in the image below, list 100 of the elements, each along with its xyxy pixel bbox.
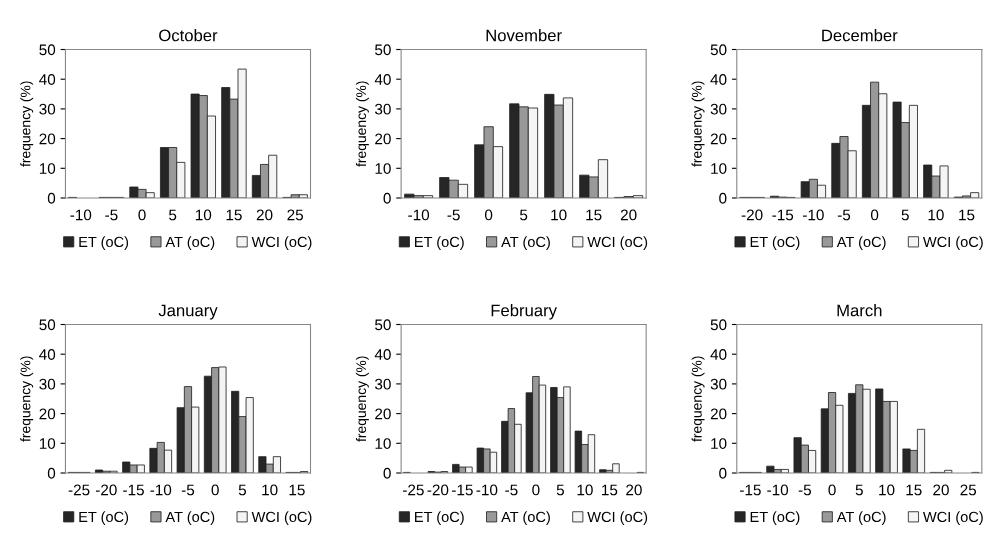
x-tick-label: -5 <box>837 209 851 221</box>
chart-title: March <box>837 304 882 317</box>
legend-label: ET (oC) <box>415 236 464 250</box>
x-tick-label: 10 <box>262 484 278 496</box>
y-tick-label: 0 <box>719 192 727 204</box>
x-tick-label: -25 <box>68 484 90 496</box>
x-tick-label: -15 <box>772 209 794 221</box>
x-tick-label: -10 <box>476 484 498 496</box>
y-tick-label: 30 <box>39 103 56 115</box>
x-tick-label: 0 <box>211 484 219 496</box>
x-tick-label: 20 <box>626 484 642 496</box>
x-tick-label: -10 <box>70 209 92 221</box>
x-tick-label: 0 <box>828 484 836 496</box>
x-tick-label: 15 <box>602 484 618 496</box>
x-tick-label: 20 <box>620 209 637 221</box>
legend-label: WCI (oC) <box>251 236 312 250</box>
y-tick-label: 50 <box>375 44 391 56</box>
y-axis-title: frequency (%) <box>691 356 705 442</box>
y-axis-title: frequency (%) <box>20 356 34 442</box>
legend-label: WCI (oC) <box>587 511 648 525</box>
x-tick-label: 5 <box>238 484 247 496</box>
x-tick-label: -20 <box>741 209 763 221</box>
chart-title: January <box>158 304 218 320</box>
x-tick-label: -5 <box>505 484 518 496</box>
y-axis-title: frequency (%) <box>355 81 369 167</box>
y-tick-label: 30 <box>710 103 727 115</box>
y-axis-title: frequency (%) <box>355 356 369 442</box>
y-tick-label: 20 <box>39 408 56 420</box>
y-tick-label: 10 <box>375 438 391 449</box>
y-tick-label: 40 <box>710 74 727 85</box>
y-tick-label: 40 <box>710 349 727 360</box>
x-tick-label: -10 <box>767 484 789 496</box>
x-tick-label: -5 <box>105 209 118 221</box>
y-axis-title: frequency (%) <box>691 81 705 167</box>
x-tick-label: -25 <box>403 484 424 496</box>
chart-title: October <box>159 29 218 42</box>
x-tick-label: -5 <box>798 484 812 496</box>
y-tick-label: 0 <box>47 192 56 204</box>
x-tick-label: 5 <box>901 209 909 221</box>
x-tick-label: -20 <box>427 484 449 496</box>
y-tick-label: 50 <box>375 319 391 331</box>
x-tick-label: 5 <box>169 209 177 221</box>
x-tick-label: 10 <box>577 484 593 496</box>
chart-title: December <box>822 29 898 42</box>
x-tick-label: 10 <box>551 209 567 221</box>
legend-label: AT (oC) <box>165 511 215 525</box>
y-tick-label: 50 <box>710 44 727 56</box>
y-tick-label: 50 <box>39 44 56 56</box>
y-tick-label: 50 <box>710 319 727 331</box>
y-tick-label: 40 <box>39 74 56 85</box>
x-tick-label: -15 <box>123 484 144 496</box>
x-tick-label: -5 <box>181 484 195 496</box>
legend-label: WCI (oC) <box>922 511 983 525</box>
y-tick-label: 50 <box>39 319 56 331</box>
y-tick-label: 0 <box>719 467 727 479</box>
legend-label: ET (oC) <box>79 236 129 250</box>
legend-label: AT (oC) <box>836 236 886 250</box>
x-tick-label: 10 <box>879 484 895 496</box>
x-tick-label: 0 <box>870 209 879 221</box>
y-tick-label: 10 <box>375 163 391 174</box>
legend-label: ET (oC) <box>415 511 464 525</box>
y-tick-label: 20 <box>39 133 56 145</box>
y-tick-label: 30 <box>710 378 727 390</box>
x-tick-label: -10 <box>150 484 172 496</box>
x-tick-label: 5 <box>855 484 863 496</box>
legend-label: AT (oC) <box>165 236 215 250</box>
x-tick-label: 10 <box>928 209 944 221</box>
y-tick-label: 40 <box>39 349 56 360</box>
y-tick-label: 10 <box>711 163 727 174</box>
chart-title: November <box>486 29 562 42</box>
x-tick-label: 10 <box>195 209 212 221</box>
x-tick-label: 25 <box>960 484 977 496</box>
legend-label: ET (oC) <box>750 236 800 250</box>
y-tick-label: 30 <box>374 378 391 390</box>
x-tick-label: 20 <box>256 209 273 221</box>
x-tick-label: 0 <box>532 484 540 496</box>
x-tick-label: -15 <box>740 484 761 496</box>
x-tick-label: 5 <box>556 484 564 496</box>
y-tick-label: 0 <box>383 192 391 204</box>
legend-label: WCI (oC) <box>251 511 312 525</box>
x-tick-label: 15 <box>959 209 975 221</box>
legend-label: WCI (oC) <box>922 236 983 250</box>
y-tick-label: 10 <box>39 163 56 174</box>
legend-label: AT (oC) <box>836 511 886 525</box>
y-axis-title: frequency (%) <box>20 81 34 167</box>
legend-label: ET (oC) <box>750 511 800 525</box>
x-tick-label: -10 <box>803 209 824 221</box>
x-tick-label: 15 <box>226 209 242 221</box>
x-tick-label: 0 <box>138 209 146 221</box>
y-tick-label: 20 <box>710 408 727 420</box>
y-tick-label: 20 <box>375 408 391 420</box>
x-tick-label: 15 <box>289 484 305 496</box>
chart-title: February <box>491 304 557 320</box>
x-tick-label: 0 <box>484 209 493 221</box>
y-tick-label: 10 <box>39 438 56 449</box>
y-tick-label: 20 <box>710 133 727 145</box>
x-tick-label: 15 <box>906 484 922 496</box>
x-tick-label: -10 <box>408 209 430 221</box>
legend-label: AT (oC) <box>501 511 550 525</box>
x-tick-label: -20 <box>95 484 117 496</box>
